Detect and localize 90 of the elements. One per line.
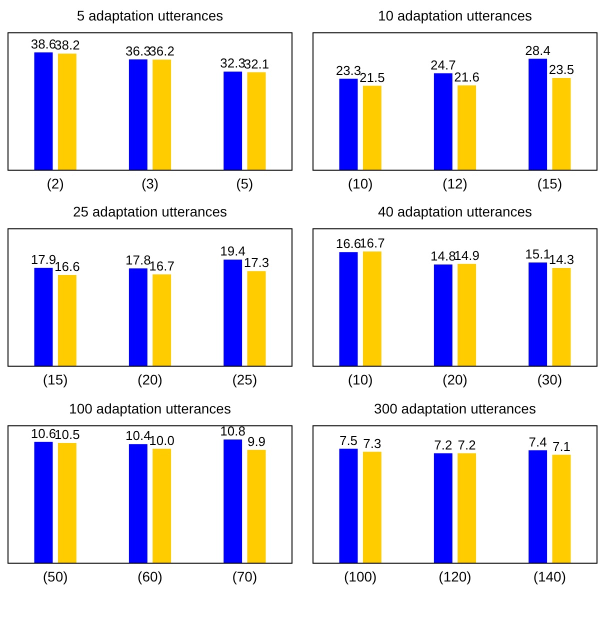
data-label: 7.4 xyxy=(528,434,547,450)
bar xyxy=(552,268,571,366)
chart-title: 40 adaptation utterances xyxy=(378,203,532,220)
bar xyxy=(458,85,476,170)
chart-title: 25 adaptation utterances xyxy=(72,203,228,220)
data-label: 17.8 xyxy=(126,252,151,268)
data-label: 7.2 xyxy=(434,437,452,452)
data-label: 21.5 xyxy=(360,70,385,85)
chart-title: 10 adaptation utterances xyxy=(378,7,532,24)
bar xyxy=(528,58,548,170)
data-label: 38.2 xyxy=(54,38,80,53)
x-tick-label: (15) xyxy=(42,371,68,388)
data-label: 23.3 xyxy=(336,62,362,78)
bar xyxy=(58,54,76,170)
x-tick-label: (50) xyxy=(42,568,68,584)
bar xyxy=(528,262,548,366)
bar xyxy=(128,444,148,564)
x-tick-label: (120) xyxy=(438,568,472,584)
bar xyxy=(247,271,266,366)
data-label: 10.5 xyxy=(54,427,80,442)
x-tick-label: (60) xyxy=(138,568,162,584)
data-label: 36.2 xyxy=(149,44,174,59)
bar xyxy=(247,72,266,170)
data-label: 16.6 xyxy=(54,259,80,274)
bar xyxy=(58,442,76,564)
bar xyxy=(224,72,242,170)
bar xyxy=(34,442,53,564)
data-label: 9.9 xyxy=(247,434,266,449)
x-tick-label: (12) xyxy=(442,175,468,192)
x-tick-label: (30) xyxy=(537,371,562,388)
data-label: 21.6 xyxy=(454,69,480,84)
x-tick-label: (140) xyxy=(533,568,566,584)
bar xyxy=(152,60,172,170)
data-label: 32.1 xyxy=(244,56,270,72)
bar xyxy=(339,252,358,366)
data-label: 19.4 xyxy=(220,244,246,259)
bar xyxy=(434,73,452,170)
data-label: 23.5 xyxy=(548,62,574,78)
x-tick-label: (25) xyxy=(232,371,258,388)
data-label: 14.3 xyxy=(548,252,574,268)
data-label: 10.8 xyxy=(220,424,246,439)
bar xyxy=(128,268,148,366)
data-label: 17.3 xyxy=(244,255,270,270)
data-label: 36.3 xyxy=(126,43,151,58)
data-label: 10.4 xyxy=(126,428,151,444)
bar xyxy=(152,274,172,366)
data-label: 28.4 xyxy=(525,42,550,58)
x-tick-label: (15) xyxy=(537,175,562,192)
x-tick-label: (70) xyxy=(232,568,258,584)
x-tick-label: (2) xyxy=(46,175,64,192)
data-label: 38.6 xyxy=(30,36,56,52)
bar xyxy=(552,78,571,170)
data-label: 14.9 xyxy=(454,248,480,263)
data-label: 7.3 xyxy=(363,436,382,451)
data-label: 16.7 xyxy=(360,236,385,251)
bar xyxy=(34,268,53,366)
data-label: 15.1 xyxy=(525,246,550,262)
x-tick-label: (10) xyxy=(348,371,373,388)
bar xyxy=(247,450,266,564)
bar xyxy=(362,251,382,366)
bar xyxy=(458,264,476,366)
bar xyxy=(224,260,242,366)
data-label: 7.1 xyxy=(552,438,571,454)
data-label: 24.7 xyxy=(430,57,456,72)
x-tick-label: (20) xyxy=(442,371,468,388)
bar xyxy=(152,448,172,564)
x-tick-label: (100) xyxy=(344,568,377,584)
data-label: 7.5 xyxy=(339,432,358,448)
data-label: 16.7 xyxy=(149,258,174,274)
data-label: 32.3 xyxy=(220,56,246,71)
data-label: 14.8 xyxy=(430,248,456,264)
data-label: 17.9 xyxy=(30,252,56,267)
bar xyxy=(58,274,76,366)
data-label: 10.0 xyxy=(149,432,174,448)
x-tick-label: (20) xyxy=(138,371,162,388)
bar xyxy=(362,86,382,170)
chart-title: 5 adaptation utterances xyxy=(76,7,224,24)
bar xyxy=(34,52,53,170)
x-tick-label: (5) xyxy=(236,175,254,192)
data-label: 10.6 xyxy=(30,426,56,441)
chart-title: 300 adaptation utterances xyxy=(374,400,536,416)
bar xyxy=(434,264,452,366)
data-label: 7.2 xyxy=(458,437,476,452)
data-label: 16.6 xyxy=(336,236,362,252)
x-tick-label: (10) xyxy=(348,175,373,192)
chart-title: 100 adaptation utterances xyxy=(69,400,231,416)
bar xyxy=(339,78,358,170)
bar xyxy=(128,59,148,170)
bar xyxy=(224,440,242,564)
x-tick-label: (3) xyxy=(141,175,159,192)
